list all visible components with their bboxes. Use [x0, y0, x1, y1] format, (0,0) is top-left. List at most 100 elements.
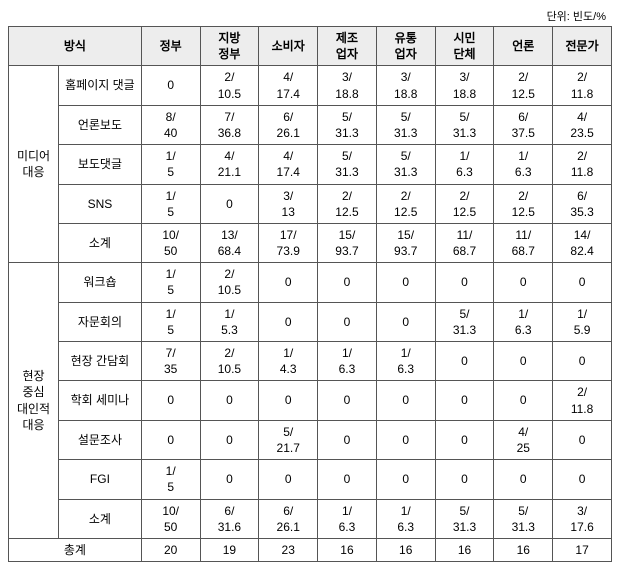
data-cell: 17/73.9	[259, 223, 318, 262]
data-cell: 0	[376, 420, 435, 459]
row-label: 설문조사	[59, 420, 142, 459]
row-label: 홈페이지 댓글	[59, 66, 142, 105]
data-cell: 1/6.3	[376, 499, 435, 538]
table-row: 미디어대응홈페이지 댓글02/10.54/17.43/18.83/18.83/1…	[9, 66, 612, 105]
data-cell: 10/50	[141, 499, 200, 538]
data-cell: 0	[435, 263, 494, 302]
data-cell: 0	[435, 342, 494, 381]
data-cell: 5/31.3	[435, 302, 494, 341]
data-cell: 2/10.5	[200, 263, 259, 302]
data-cell: 3/17.6	[553, 499, 612, 538]
row-label: 자문회의	[59, 302, 142, 341]
table-row: 언론보도8/407/36.86/26.15/31.35/31.35/31.36/…	[9, 105, 612, 144]
table-row: 설문조사005/21.70004/250	[9, 420, 612, 459]
group-label: 미디어대응	[9, 66, 59, 263]
table-row: 현장중심대인적대응워크숍1/52/10.5000000	[9, 263, 612, 302]
data-cell: 0	[259, 460, 318, 499]
data-cell: 0	[318, 381, 377, 420]
data-cell: 0	[553, 460, 612, 499]
data-cell: 11/68.7	[494, 223, 553, 262]
header-col-7: 전문가	[553, 27, 612, 66]
data-cell: 6/37.5	[494, 105, 553, 144]
header-col-2: 소비자	[259, 27, 318, 66]
data-cell: 3/18.8	[435, 66, 494, 105]
header-col-1: 지방정부	[200, 27, 259, 66]
data-cell: 0	[376, 460, 435, 499]
data-cell: 0	[494, 263, 553, 302]
data-cell: 0	[200, 460, 259, 499]
group-label: 현장중심대인적대응	[9, 263, 59, 539]
data-cell: 3/18.8	[318, 66, 377, 105]
data-cell: 1/4.3	[259, 342, 318, 381]
data-cell: 1/6.3	[376, 342, 435, 381]
data-cell: 6/26.1	[259, 499, 318, 538]
header-col-4: 유통업자	[376, 27, 435, 66]
data-cell: 1/5.9	[553, 302, 612, 341]
data-cell: 5/31.3	[376, 105, 435, 144]
header-col-5: 시민단체	[435, 27, 494, 66]
data-cell: 5/31.3	[318, 105, 377, 144]
data-cell: 3/18.8	[376, 66, 435, 105]
data-cell: 2/12.5	[435, 184, 494, 223]
data-cell: 0	[553, 342, 612, 381]
data-cell: 7/35	[141, 342, 200, 381]
data-cell: 14/82.4	[553, 223, 612, 262]
data-cell: 4/17.4	[259, 66, 318, 105]
data-cell: 0	[200, 381, 259, 420]
table-row: 소계10/506/31.66/26.11/6.31/6.35/31.35/31.…	[9, 499, 612, 538]
table-row: FGI1/50000000	[9, 460, 612, 499]
total-cell: 16	[494, 538, 553, 561]
header-col-0: 정부	[141, 27, 200, 66]
data-cell: 0	[553, 263, 612, 302]
data-cell: 2/10.5	[200, 342, 259, 381]
data-cell: 4/21.1	[200, 145, 259, 184]
data-cell: 0	[141, 381, 200, 420]
data-cell: 2/11.8	[553, 145, 612, 184]
row-label: 현장 간담회	[59, 342, 142, 381]
total-cell: 19	[200, 538, 259, 561]
data-cell: 7/36.8	[200, 105, 259, 144]
data-cell: 0	[141, 66, 200, 105]
data-table: 방식 정부 지방정부 소비자 제조업자 유통업자 시민단체 언론 전문가 미디어…	[8, 26, 612, 562]
data-cell: 1/6.3	[318, 342, 377, 381]
total-cell: 16	[435, 538, 494, 561]
data-cell: 0	[553, 420, 612, 459]
table-row: 자문회의1/51/5.30005/31.31/6.31/5.9	[9, 302, 612, 341]
data-cell: 0	[259, 302, 318, 341]
data-cell: 5/31.3	[435, 499, 494, 538]
row-label: SNS	[59, 184, 142, 223]
data-cell: 0	[376, 381, 435, 420]
data-cell: 0	[494, 381, 553, 420]
row-label: 소계	[59, 499, 142, 538]
row-label: 학회 세미나	[59, 381, 142, 420]
data-cell: 6/26.1	[259, 105, 318, 144]
total-cell: 17	[553, 538, 612, 561]
data-cell: 1/5.3	[200, 302, 259, 341]
total-cell: 20	[141, 538, 200, 561]
data-cell: 0	[200, 420, 259, 459]
data-cell: 0	[435, 381, 494, 420]
data-cell: 1/5	[141, 184, 200, 223]
table-body: 미디어대응홈페이지 댓글02/10.54/17.43/18.83/18.83/1…	[9, 66, 612, 562]
data-cell: 2/10.5	[200, 66, 259, 105]
data-cell: 0	[494, 460, 553, 499]
data-cell: 10/50	[141, 223, 200, 262]
data-cell: 15/93.7	[376, 223, 435, 262]
data-cell: 0	[259, 263, 318, 302]
total-cell: 16	[376, 538, 435, 561]
row-label: 워크숍	[59, 263, 142, 302]
data-cell: 3/13	[259, 184, 318, 223]
row-label: 보도댓글	[59, 145, 142, 184]
data-cell: 0	[318, 460, 377, 499]
data-cell: 4/25	[494, 420, 553, 459]
total-row: 총계2019231616161617	[9, 538, 612, 561]
data-cell: 11/68.7	[435, 223, 494, 262]
table-row: 보도댓글1/54/21.14/17.45/31.35/31.31/6.31/6.…	[9, 145, 612, 184]
data-cell: 1/5	[141, 263, 200, 302]
unit-label: 단위: 빈도/%	[8, 8, 612, 24]
data-cell: 0	[318, 263, 377, 302]
data-cell: 2/12.5	[318, 184, 377, 223]
table-row: SNS1/503/132/12.52/12.52/12.52/12.56/35.…	[9, 184, 612, 223]
data-cell: 2/12.5	[376, 184, 435, 223]
table-row: 학회 세미나00000002/11.8	[9, 381, 612, 420]
